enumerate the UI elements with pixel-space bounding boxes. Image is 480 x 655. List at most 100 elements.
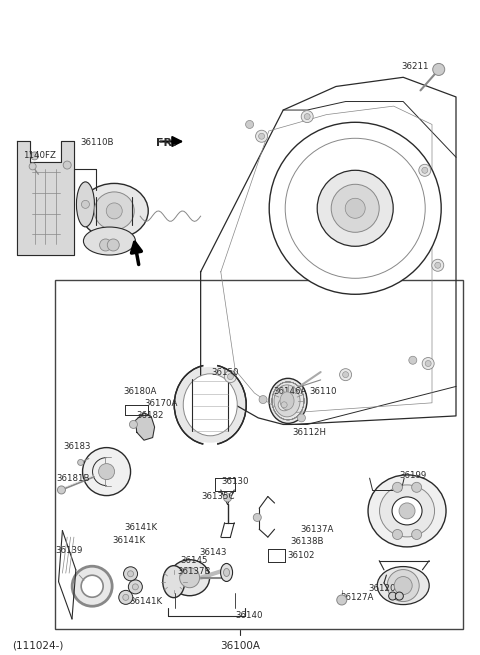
Polygon shape	[135, 413, 155, 440]
Ellipse shape	[84, 227, 135, 255]
Circle shape	[317, 170, 393, 246]
Circle shape	[81, 575, 103, 597]
Text: 1140FZ: 1140FZ	[23, 151, 56, 160]
Circle shape	[256, 130, 268, 142]
Circle shape	[422, 358, 434, 369]
Circle shape	[82, 200, 89, 208]
Circle shape	[31, 152, 38, 160]
Circle shape	[435, 262, 441, 269]
Text: 36110: 36110	[309, 387, 336, 396]
Text: 36199: 36199	[399, 471, 427, 480]
Text: 36143: 36143	[199, 548, 227, 557]
Text: 36145: 36145	[180, 555, 207, 565]
Circle shape	[130, 421, 137, 428]
Circle shape	[259, 133, 264, 140]
Circle shape	[281, 402, 287, 408]
Circle shape	[425, 360, 431, 367]
Circle shape	[304, 113, 310, 120]
Circle shape	[331, 184, 379, 233]
Text: 36183: 36183	[63, 442, 91, 451]
Text: 36102: 36102	[287, 551, 314, 560]
Circle shape	[399, 503, 415, 519]
Circle shape	[298, 414, 305, 422]
Circle shape	[394, 576, 412, 595]
Text: 36139: 36139	[55, 546, 83, 555]
Circle shape	[432, 259, 444, 271]
Circle shape	[393, 482, 402, 493]
Text: 36137A: 36137A	[300, 525, 334, 534]
Circle shape	[224, 371, 236, 383]
Text: 36127A: 36127A	[341, 593, 374, 602]
Ellipse shape	[169, 560, 210, 595]
Circle shape	[278, 399, 290, 411]
Circle shape	[253, 514, 261, 521]
Text: 36141K: 36141K	[113, 536, 146, 545]
Circle shape	[285, 138, 425, 278]
Text: 36141K: 36141K	[130, 597, 163, 606]
Circle shape	[259, 396, 267, 403]
Text: 36211: 36211	[401, 62, 429, 71]
Text: 36130: 36130	[222, 477, 249, 486]
Circle shape	[63, 161, 71, 169]
Text: 36100A: 36100A	[220, 641, 260, 650]
Ellipse shape	[377, 567, 429, 605]
Ellipse shape	[280, 392, 294, 410]
Ellipse shape	[183, 374, 237, 436]
Circle shape	[269, 122, 441, 294]
Circle shape	[228, 373, 233, 380]
Circle shape	[58, 486, 65, 494]
FancyBboxPatch shape	[55, 280, 463, 629]
Ellipse shape	[174, 365, 246, 445]
Circle shape	[419, 164, 431, 176]
Text: FR.: FR.	[156, 138, 177, 148]
Circle shape	[78, 459, 84, 466]
Text: 36170A: 36170A	[144, 399, 178, 408]
Circle shape	[337, 595, 347, 605]
Ellipse shape	[274, 385, 300, 417]
Circle shape	[128, 580, 143, 594]
Text: 36141K: 36141K	[125, 523, 158, 532]
Text: 36146A: 36146A	[274, 387, 307, 396]
Text: 36110B: 36110B	[81, 138, 114, 147]
Text: 36138B: 36138B	[290, 537, 324, 546]
Circle shape	[412, 529, 421, 540]
Text: 36120: 36120	[369, 584, 396, 593]
Ellipse shape	[380, 485, 434, 537]
Text: 36150: 36150	[211, 367, 239, 377]
Circle shape	[301, 111, 313, 122]
Circle shape	[396, 592, 403, 600]
Text: 36112H: 36112H	[293, 428, 327, 437]
Text: 36135C: 36135C	[202, 492, 235, 501]
Text: 36180A: 36180A	[124, 387, 157, 396]
Circle shape	[29, 163, 36, 170]
Circle shape	[132, 584, 138, 590]
Circle shape	[389, 592, 396, 600]
Circle shape	[409, 356, 417, 364]
Ellipse shape	[76, 182, 95, 227]
Circle shape	[422, 167, 428, 174]
Ellipse shape	[368, 475, 446, 547]
Ellipse shape	[221, 563, 232, 582]
Polygon shape	[17, 141, 74, 255]
Circle shape	[345, 198, 365, 218]
Text: 36182: 36182	[137, 411, 164, 420]
Circle shape	[119, 590, 133, 605]
Circle shape	[108, 239, 119, 251]
Circle shape	[246, 121, 253, 128]
Circle shape	[128, 571, 133, 577]
Ellipse shape	[80, 183, 148, 238]
Circle shape	[100, 239, 112, 251]
Text: 36181B: 36181B	[57, 474, 90, 483]
Circle shape	[343, 371, 348, 378]
Ellipse shape	[163, 566, 185, 597]
Text: (111024-): (111024-)	[12, 641, 63, 650]
Ellipse shape	[224, 569, 229, 576]
Circle shape	[123, 594, 129, 601]
Circle shape	[412, 482, 421, 493]
Ellipse shape	[94, 192, 134, 230]
Ellipse shape	[392, 497, 422, 525]
Circle shape	[83, 447, 131, 496]
Circle shape	[224, 494, 231, 502]
Ellipse shape	[387, 570, 419, 601]
Circle shape	[339, 369, 351, 381]
